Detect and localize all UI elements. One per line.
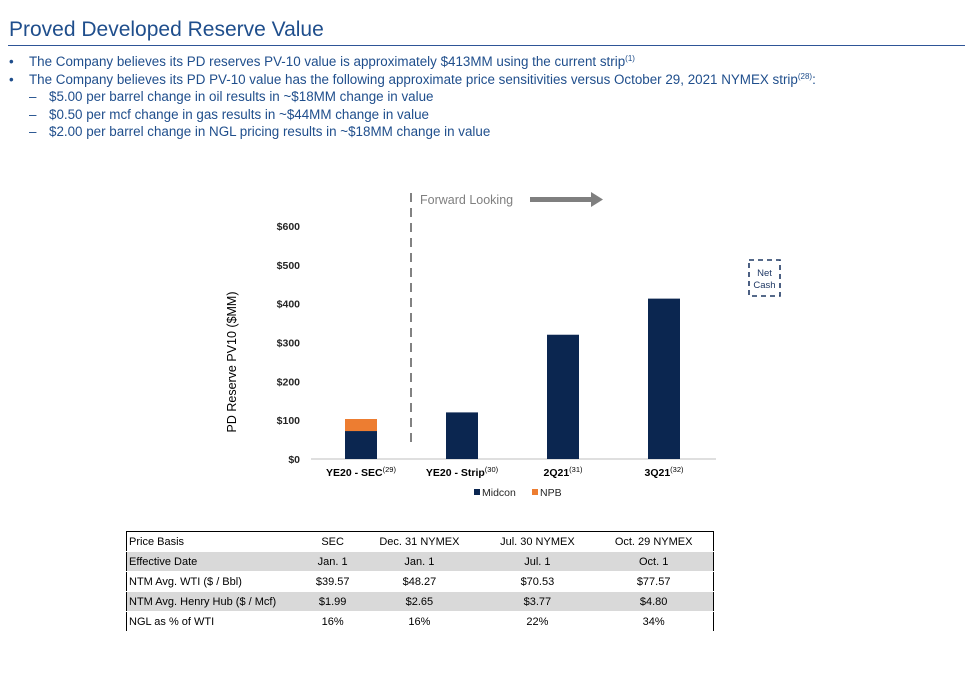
table-cell: $2.65	[358, 591, 481, 612]
y-tick-label: $200	[277, 376, 301, 388]
table-cell: 16%	[358, 611, 481, 632]
table-cell: NGL as % of WTI	[126, 611, 307, 632]
sub-bullet-item: – $0.50 per mcf change in gas results in …	[9, 106, 816, 124]
bullet-item: • The Company believes its PD reserves PV…	[9, 53, 816, 71]
x-tick-label: YE20 - SEC(29)	[326, 465, 396, 479]
table-header-cell: Oct. 29 NYMEX	[594, 531, 714, 552]
bar-midcon	[345, 431, 377, 459]
y-axis-label: PD Reserve PV10 ($MM)	[225, 291, 239, 432]
forward-looking-label: Forward Looking	[420, 193, 513, 207]
x-tick-label: YE20 - Strip(30)	[426, 465, 499, 479]
forward-arrow-shaft	[530, 197, 592, 202]
bullet-tail: :	[812, 71, 816, 87]
table-header-cell: Jul. 30 NYMEX	[480, 531, 595, 552]
legend-label-midcon: Midcon	[482, 487, 516, 499]
table-row: NTM Avg. WTI ($ / Bbl) $39.57 $48.27 $70…	[126, 571, 714, 592]
net-cash-label: Net	[757, 268, 772, 279]
table-cell: $4.80	[594, 591, 714, 612]
legend-label-npb: NPB	[540, 487, 562, 499]
bullet-text: The Company believes its PD reserves PV-…	[29, 54, 626, 69]
table-cell: 22%	[480, 611, 595, 632]
net-cash-box	[748, 259, 781, 297]
page-title: Proved Developed Reserve Value	[9, 18, 324, 41]
table-header-cell: Price Basis	[126, 531, 307, 552]
table-row: Effective Date Jan. 1 Jan. 1 Jul. 1 Oct.…	[126, 551, 714, 572]
y-tick-label: $0	[288, 454, 300, 466]
bullet-text: $0.50 per mcf change in gas results in ~…	[49, 106, 429, 122]
bar-midcon	[648, 298, 680, 459]
y-tick-label: $600	[277, 221, 301, 233]
table-cell: 34%	[594, 611, 714, 632]
table-header-row: Price Basis SEC Dec. 31 NYMEX Jul. 30 NY…	[126, 531, 714, 552]
y-tick-label: $100	[277, 415, 301, 427]
table-row: NTM Avg. Henry Hub ($ / Mcf) $1.99 $2.65…	[126, 591, 714, 612]
table-cell: $1.99	[307, 591, 359, 612]
dash-mark: –	[29, 106, 37, 122]
bullet-mark: •	[9, 71, 14, 87]
footnote-ref: (1)	[625, 54, 635, 63]
table-row: NGL as % of WTI 16% 16% 22% 34%	[126, 611, 714, 632]
bullet-mark: •	[9, 54, 14, 69]
title-divider	[8, 45, 965, 46]
table-cell: $3.77	[480, 591, 595, 612]
table-cell: Jan. 1	[307, 551, 359, 572]
table-cell: Effective Date	[126, 551, 307, 572]
table-cell: $39.57	[307, 571, 359, 592]
table-header-cell: Dec. 31 NYMEX	[358, 531, 481, 552]
bar-midcon	[547, 334, 579, 459]
net-cash-label: Cash	[753, 280, 775, 291]
table-cell: NTM Avg. WTI ($ / Bbl)	[126, 571, 307, 592]
price-basis-table: Price Basis SEC Dec. 31 NYMEX Jul. 30 NY…	[126, 531, 714, 632]
bar-npb	[345, 419, 377, 432]
bullet-item: • The Company believes its PD PV-10 value…	[9, 71, 816, 89]
dash-mark: –	[29, 89, 37, 104]
bullet-text: $2.00 per barrel change in NGL pricing r…	[49, 124, 491, 139]
table-cell: $48.27	[358, 571, 481, 592]
bullet-text: The Company believes its PD PV-10 value …	[29, 71, 798, 87]
table-cell: 16%	[307, 611, 359, 632]
table-cell: $77.57	[594, 571, 714, 592]
x-tick-label: 3Q21(32)	[644, 465, 684, 479]
legend-swatch-npb	[532, 489, 538, 495]
bar-midcon	[446, 412, 478, 459]
table-cell: $70.53	[480, 571, 595, 592]
y-tick-label: $500	[277, 260, 301, 272]
sub-bullet-item: – $2.00 per barrel change in NGL pricing …	[9, 123, 816, 141]
footnote-ref: (28)	[797, 71, 813, 81]
table-cell: Jan. 1	[358, 551, 481, 572]
sub-bullet-item: – $5.00 per barrel change in oil results …	[9, 88, 816, 106]
forward-arrow-icon	[591, 192, 603, 207]
dash-mark: –	[29, 124, 37, 139]
table-cell: Jul. 1	[480, 551, 595, 572]
bullet-text: $5.00 per barrel change in oil results i…	[49, 89, 434, 104]
x-tick-label: 2Q21(31)	[543, 465, 583, 479]
bullet-list: • The Company believes its PD reserves PV…	[9, 53, 816, 141]
table-header-cell: SEC	[307, 531, 359, 552]
table-cell: NTM Avg. Henry Hub ($ / Mcf)	[126, 591, 307, 612]
table-cell: Oct. 1	[594, 551, 714, 572]
legend-swatch-midcon	[474, 489, 480, 495]
y-tick-label: $400	[277, 299, 301, 311]
y-tick-label: $300	[277, 338, 301, 350]
